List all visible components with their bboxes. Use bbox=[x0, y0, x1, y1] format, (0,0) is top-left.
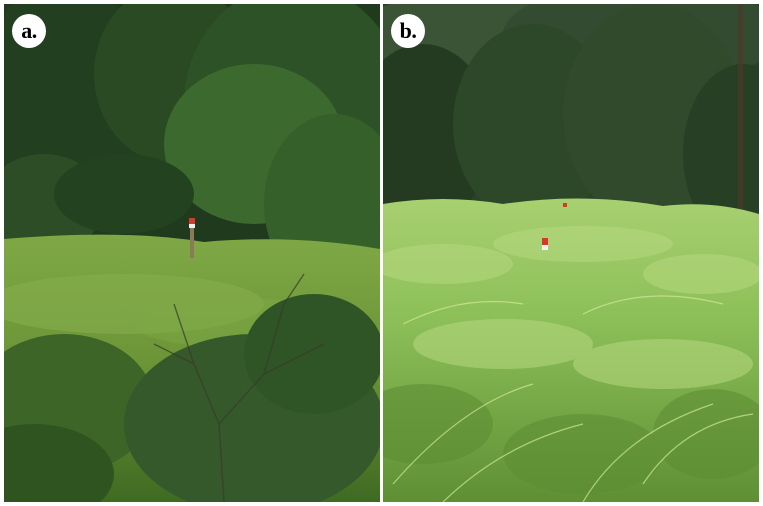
meadow-photo bbox=[4, 4, 380, 502]
marker-post bbox=[190, 218, 194, 258]
marker-post bbox=[542, 238, 548, 245]
photo-panel-a: a. bbox=[4, 4, 380, 502]
panel-label-b: b. bbox=[391, 14, 425, 48]
photo-panel-b: b. bbox=[383, 4, 759, 502]
panel-label-a: a. bbox=[12, 14, 46, 48]
fern-photo bbox=[383, 4, 759, 502]
